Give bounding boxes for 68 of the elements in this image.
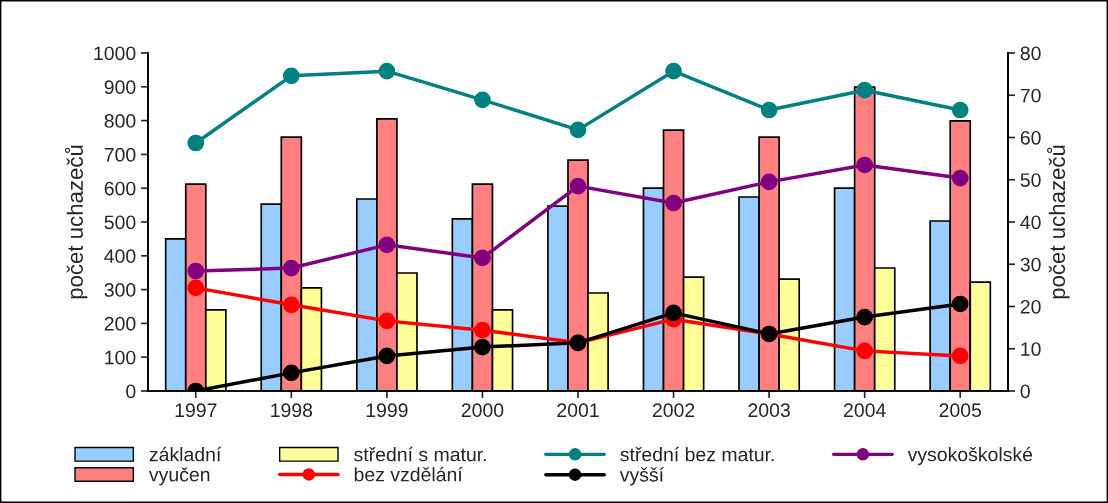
x-tick-label: 2000 [461, 403, 504, 418]
y-tick-label: 0 [126, 384, 136, 399]
y2-tick-label: 10 [1021, 342, 1041, 356]
point [474, 91, 491, 109]
point [282, 296, 300, 314]
y-tick-label: 900 [104, 80, 136, 95]
legend-label: střední bez matur. [620, 446, 774, 462]
y-tick-label: 600 [104, 181, 136, 196]
point [378, 62, 396, 80]
y2-tick-label: 30 [1020, 257, 1041, 272]
point [569, 177, 587, 195]
point [856, 81, 874, 99]
y2-tick-label: 50 [1020, 173, 1041, 187]
point [474, 321, 491, 339]
y2-tick-label: 40 [1020, 215, 1041, 230]
legend-label: střední s matur. [354, 446, 486, 462]
y-tick-label: 400 [104, 249, 136, 264]
point [378, 236, 396, 254]
point [665, 62, 682, 80]
point [856, 342, 874, 360]
y2-tick-label: 0 [1020, 384, 1030, 399]
point [378, 312, 396, 330]
y-tick-label: 700 [104, 147, 136, 162]
legend-label: vysokoškolské [907, 446, 1033, 466]
x-tick-label: 1998 [271, 403, 313, 418]
point [856, 156, 874, 174]
y2-axis-title: počet uchazečů [1046, 145, 1070, 299]
point [187, 134, 205, 152]
legend-label: bez vzdělání [354, 466, 463, 482]
point [760, 101, 778, 119]
y-tick-label: 500 [104, 215, 136, 230]
x-tick-label: 2005 [939, 403, 982, 418]
x-tick-label: 2002 [652, 403, 695, 418]
x-tick-label: 1997 [175, 403, 217, 418]
point [282, 67, 300, 85]
point [665, 304, 682, 322]
y-tick-label: 800 [104, 114, 136, 128]
point [951, 169, 969, 187]
point [378, 347, 396, 365]
point [282, 364, 300, 382]
x-tick-label: 2004 [844, 403, 886, 418]
y2-tick-label: 20 [1020, 299, 1041, 314]
x-tick-label: 2003 [748, 403, 790, 418]
point [760, 173, 778, 191]
legend-label: základní [149, 446, 222, 462]
y-tick-label: 300 [104, 283, 136, 297]
point [282, 259, 300, 277]
y-tick-label: 100 [105, 350, 136, 365]
x-tick-label: 2001 [557, 403, 599, 418]
point [187, 279, 205, 297]
y-tick-label: 1000 [94, 46, 136, 61]
legend-label: vyšší [619, 467, 664, 486]
y-tick-label: 200 [104, 316, 136, 331]
point [474, 338, 491, 356]
point [951, 295, 969, 313]
x-tick-label: 1999 [366, 403, 408, 418]
y2-tick-label: 80 [1020, 46, 1041, 61]
point [569, 121, 587, 139]
point [187, 262, 205, 280]
point [474, 249, 491, 267]
y2-tick-label: 60 [1020, 130, 1041, 145]
legend-label: vyučen [148, 467, 210, 486]
y-axis-title: počet uchazečů [64, 145, 88, 299]
point [665, 194, 682, 212]
y2-tick-label: 70 [1020, 88, 1041, 103]
point [856, 308, 874, 326]
point [951, 347, 969, 365]
point [951, 101, 969, 119]
